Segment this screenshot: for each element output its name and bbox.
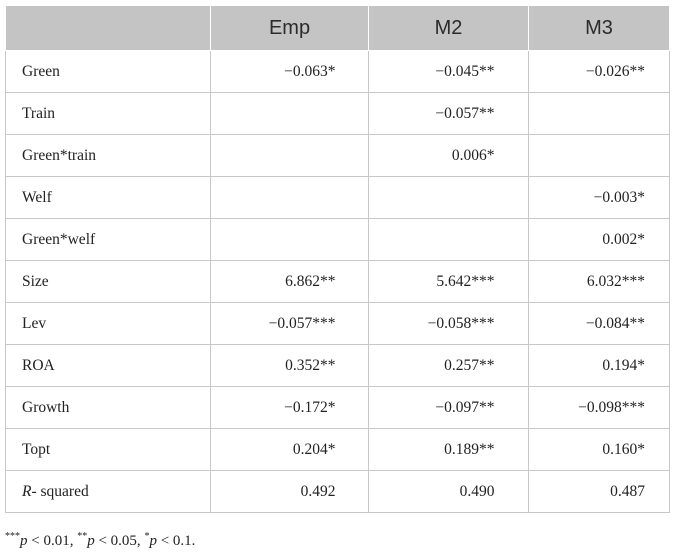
cell-m2: −0.057**: [368, 92, 529, 135]
table-row: Growth −0.172* −0.097** −0.098***: [5, 386, 670, 429]
cell-emp: −0.172*: [210, 386, 369, 429]
table-row-rsquared: R- squared 0.492 0.490 0.487: [5, 470, 670, 513]
regression-table-container: Emp M2 M3 Green −0.063* −0.045** −0.026*…: [5, 5, 670, 513]
cell-m3: 6.032***: [528, 260, 670, 303]
cell-m2: 0.257**: [368, 344, 529, 387]
row-label: Green*train: [5, 134, 211, 177]
table-row: Welf −0.003*: [5, 176, 670, 219]
cell-m2: [368, 176, 529, 219]
header-m2: M2: [368, 5, 529, 51]
cell-emp: [210, 176, 369, 219]
cell-emp: −0.057***: [210, 302, 369, 345]
cell-m3: −0.003*: [528, 176, 670, 219]
cell-m3: 0.194*: [528, 344, 670, 387]
cell-m2: −0.045**: [368, 50, 529, 93]
table-row: Lev −0.057*** −0.058*** −0.084**: [5, 302, 670, 345]
header-row: Emp M2 M3: [5, 5, 670, 51]
cell-m3: 0.160*: [528, 428, 670, 471]
row-label: Growth: [5, 386, 211, 429]
significance-note: ***p < 0.01, **p < 0.05, *p < 0.1.: [5, 531, 196, 549]
cell-emp: [210, 134, 369, 177]
regression-table: Emp M2 M3 Green −0.063* −0.045** −0.026*…: [5, 5, 670, 513]
cell-emp: −0.063*: [210, 50, 369, 93]
cell-m2: 0.006*: [368, 134, 529, 177]
table-row: Size 6.862** 5.642*** 6.032***: [5, 260, 670, 303]
table-row: Green*train 0.006*: [5, 134, 670, 177]
header-blank: [5, 5, 211, 51]
row-label: Lev: [5, 302, 211, 345]
cell-m3: −0.084**: [528, 302, 670, 345]
row-label: Train: [5, 92, 211, 135]
table-row: ROA 0.352** 0.257** 0.194*: [5, 344, 670, 387]
cell-m2: [368, 218, 529, 261]
cell-m3: 0.002*: [528, 218, 670, 261]
row-label: Topt: [5, 428, 211, 471]
header-m3: M3: [528, 5, 670, 51]
cell-emp: 0.352**: [210, 344, 369, 387]
cell-emp: [210, 92, 369, 135]
table-row: Topt 0.204* 0.189** 0.160*: [5, 428, 670, 471]
rsq-label-rest: - squared: [31, 482, 89, 500]
cell-emp: 6.862**: [210, 260, 369, 303]
row-label: R- squared: [5, 470, 211, 513]
cell-m2: −0.097**: [368, 386, 529, 429]
header-emp: Emp: [210, 5, 369, 51]
cell-emp: 0.204*: [210, 428, 369, 471]
cell-m3: [528, 92, 670, 135]
cell-m2: 5.642***: [368, 260, 529, 303]
cell-m2: 0.490: [368, 470, 529, 513]
cell-m2: 0.189**: [368, 428, 529, 471]
cell-emp: 0.492: [210, 470, 369, 513]
row-label: ROA: [5, 344, 211, 387]
row-label: Size: [5, 260, 211, 303]
cell-m2: −0.058***: [368, 302, 529, 345]
cell-m3: −0.098***: [528, 386, 670, 429]
row-label: Welf: [5, 176, 211, 219]
cell-m3: 0.487: [528, 470, 670, 513]
cell-emp: [210, 218, 369, 261]
row-label: Green*welf: [5, 218, 211, 261]
table-row: Green*welf 0.002*: [5, 218, 670, 261]
cell-m3: [528, 134, 670, 177]
cell-m3: −0.026**: [528, 50, 670, 93]
row-label: Green: [5, 50, 211, 93]
table-row: Train −0.057**: [5, 92, 670, 135]
table-row: Green −0.063* −0.045** −0.026**: [5, 50, 670, 93]
rsq-label-r: R: [22, 482, 32, 500]
